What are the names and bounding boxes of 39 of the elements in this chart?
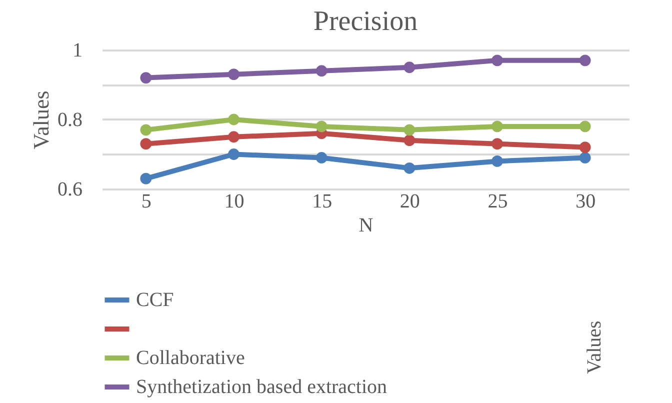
point xyxy=(228,114,240,126)
y-tick-label: 1 xyxy=(72,40,82,62)
legend-label: Synthetization based extraction xyxy=(136,376,388,398)
point xyxy=(228,148,240,160)
point xyxy=(316,65,328,77)
point xyxy=(492,120,503,132)
point xyxy=(404,134,416,146)
y-axis-title: Values xyxy=(28,90,54,150)
point xyxy=(140,72,152,84)
legend-label: Collaborative xyxy=(136,347,245,369)
x-tick-label: 15 xyxy=(312,190,332,212)
text: Values xyxy=(582,319,606,376)
x-tick-label: 30 xyxy=(576,190,596,212)
point xyxy=(404,62,416,74)
point xyxy=(492,156,503,167)
point xyxy=(492,54,503,66)
point xyxy=(492,138,503,150)
point xyxy=(579,120,591,132)
point xyxy=(228,68,240,80)
x-tick-label: 5 xyxy=(141,190,152,212)
legend-label: CCF xyxy=(136,289,174,311)
point xyxy=(579,54,591,66)
point xyxy=(316,120,328,132)
y-tick-label: 0.6 xyxy=(58,178,82,200)
point xyxy=(140,138,152,150)
point xyxy=(140,172,152,184)
x-axis-title: N xyxy=(358,214,374,236)
point xyxy=(316,152,328,164)
y-tick-label: 0.8 xyxy=(58,109,82,131)
point xyxy=(140,124,152,136)
point xyxy=(228,131,240,143)
point xyxy=(579,142,591,153)
point xyxy=(404,162,416,174)
point xyxy=(404,124,416,136)
x-tick-label: 25 xyxy=(488,190,508,212)
x-tick-label: 10 xyxy=(224,190,244,212)
point xyxy=(579,152,591,164)
chart-title: Precision xyxy=(313,6,418,37)
x-tick-label: 20 xyxy=(400,190,420,212)
